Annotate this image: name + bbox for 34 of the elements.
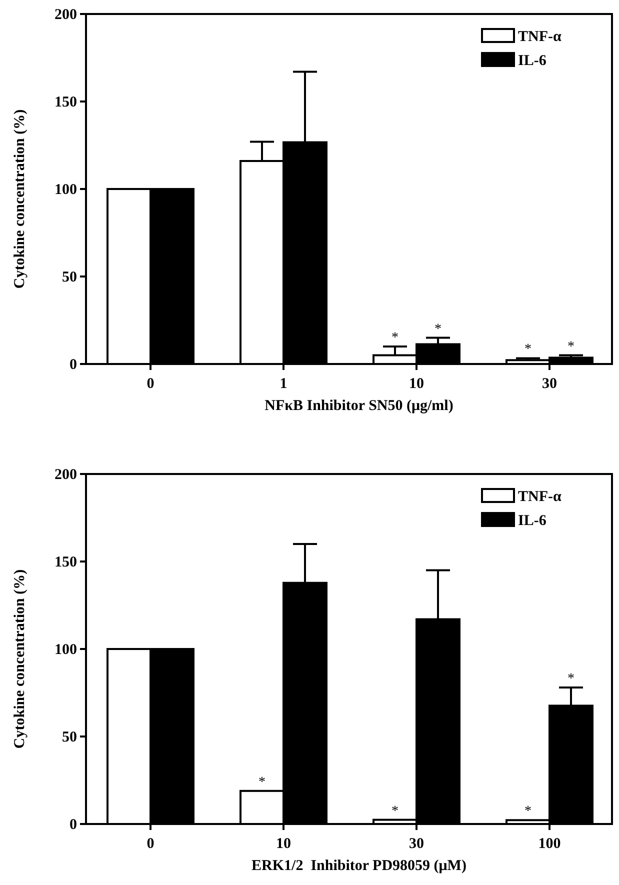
y-tick-label: 50 [62,270,77,286]
y-axis-title: Cytokine concentration (%) [12,569,28,749]
y-tick-label: 100 [54,642,77,658]
y-tick-label: 50 [62,730,77,746]
data-label: * [568,672,574,686]
data-label: * [568,339,574,354]
data-label: * [392,804,398,819]
data-label: * [392,330,398,346]
y-tick-label: 0 [70,357,77,373]
legend-label: TNF-α [518,29,562,45]
x-tick-label: 30 [542,376,557,392]
x-tick-label: 10 [276,836,291,852]
y-axis-title: Cytokine concentration (%) [12,109,28,289]
x-tick-label: 0 [146,836,154,852]
data-label: * [524,342,532,358]
data-label: * [258,774,266,790]
x-axis-title: ERK1/2 Inhibitor PD98059 (μM) [252,858,466,874]
y-tick-label: 150 [54,94,77,110]
y-tick-label: 100 [54,182,77,198]
y-tick-label: 0 [70,817,77,833]
data-label: * [434,322,442,337]
x-tick-label: 100 [538,836,561,852]
legend-label: IL-6 [518,53,547,69]
data-label: * [524,804,532,820]
x-axis-title: NFκB Inhibitor SN50 (μg/ml) [264,398,454,414]
legend-label: TNF-α [518,489,562,505]
x-tick-label: 1 [280,376,288,392]
y-tick-label: 200 [54,467,77,483]
y-tick-label: 200 [54,7,77,23]
x-tick-label: 0 [146,376,154,392]
y-tick-label: 150 [54,554,77,570]
x-tick-label: 30 [409,836,424,852]
legend-label: IL-6 [518,513,547,529]
x-tick-label: 10 [409,376,424,392]
